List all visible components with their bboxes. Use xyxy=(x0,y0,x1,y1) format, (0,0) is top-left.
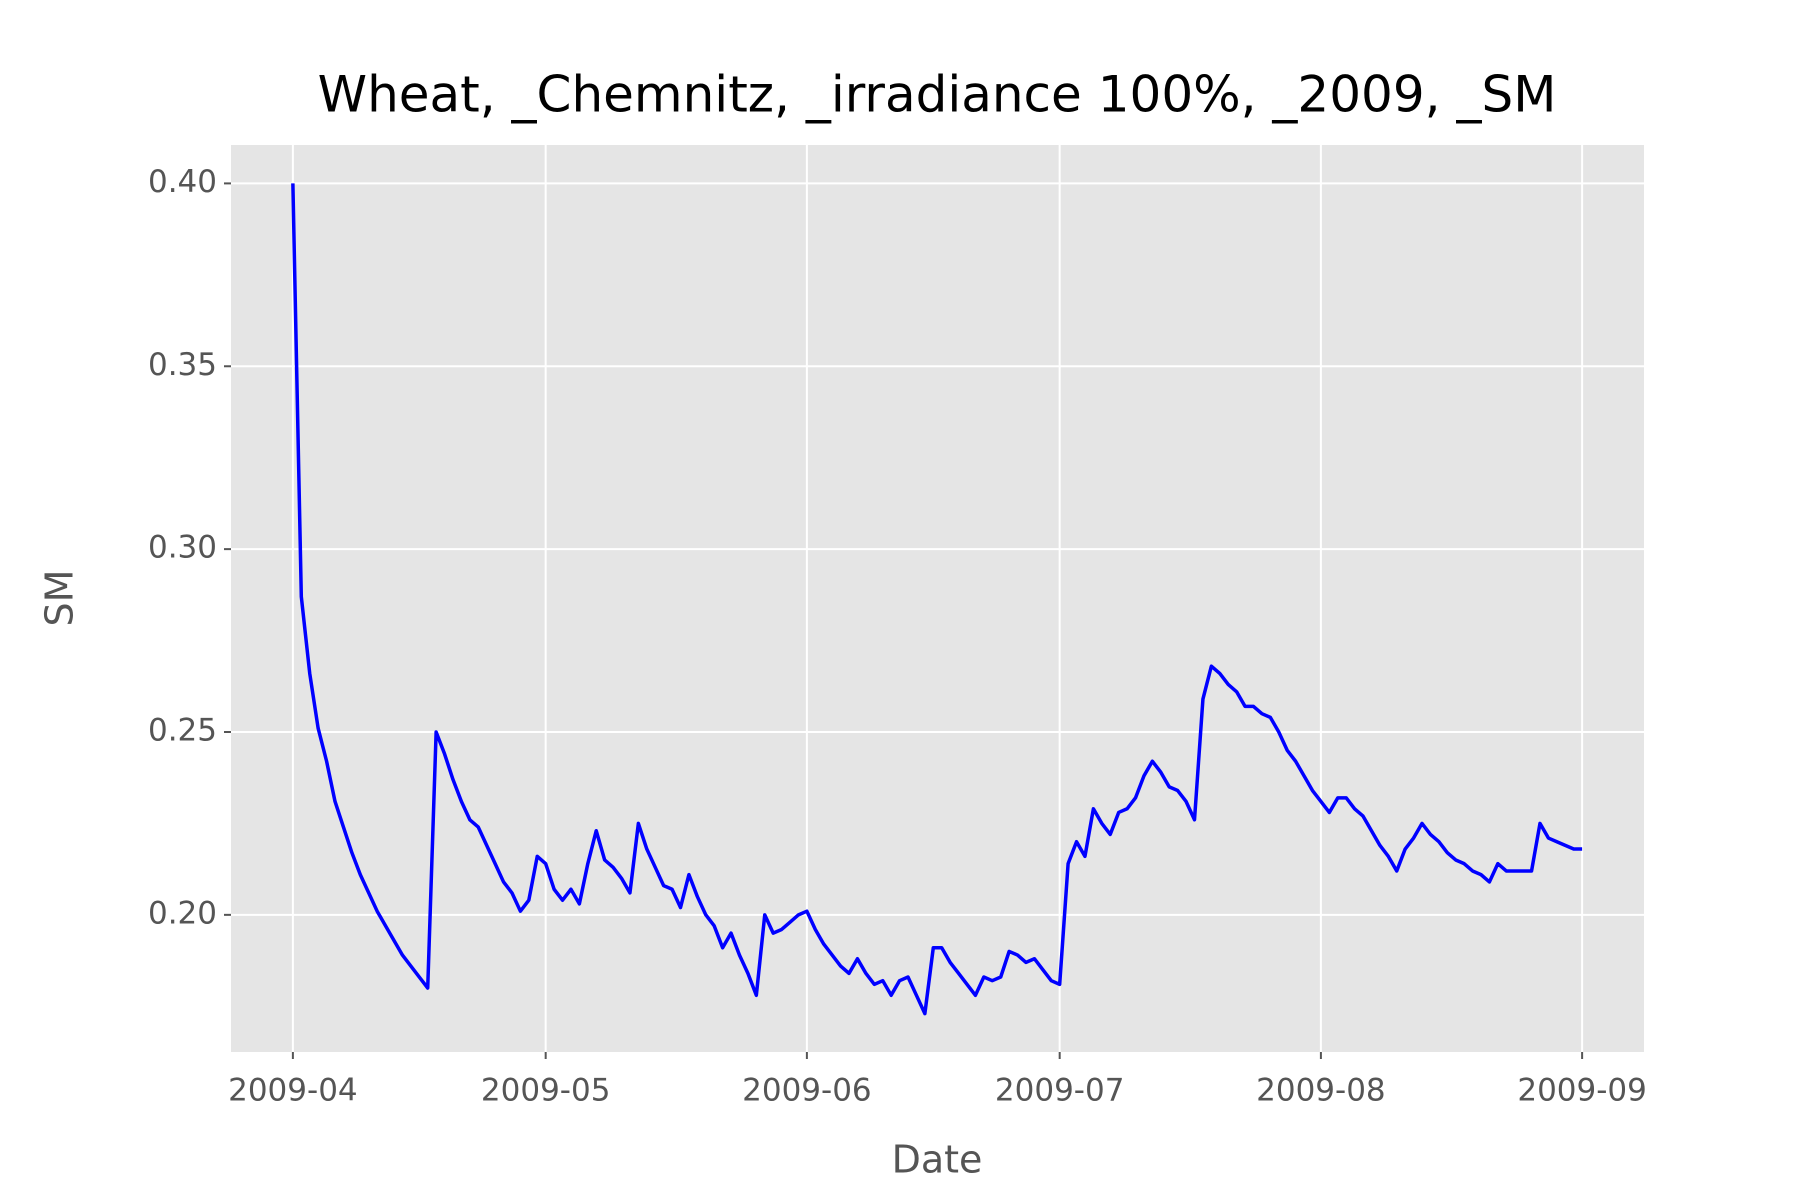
y-tick-label: 0.25 xyxy=(148,712,217,748)
x-tick-label: 2009-05 xyxy=(481,1073,611,1109)
x-tick-label: 2009-08 xyxy=(1256,1073,1386,1109)
y-axis-label: SM xyxy=(38,570,82,627)
y-tick-label: 0.30 xyxy=(148,530,217,566)
x-tick-label: 2009-07 xyxy=(995,1073,1125,1109)
chart-title: Wheat, _Chemnitz, _irradiance 100%, _200… xyxy=(318,66,1557,124)
plot-background xyxy=(231,145,1644,1052)
y-tick-label: 0.20 xyxy=(148,895,217,931)
x-tick-label: 2009-04 xyxy=(228,1073,358,1109)
x-tick-label: 2009-06 xyxy=(742,1073,872,1109)
x-axis-label: Date xyxy=(892,1138,983,1182)
data-line xyxy=(291,183,1583,1016)
y-tick-label: 0.40 xyxy=(148,164,217,200)
y-tick-label: 0.35 xyxy=(148,347,217,383)
x-tick-label: 2009-09 xyxy=(1517,1073,1647,1109)
